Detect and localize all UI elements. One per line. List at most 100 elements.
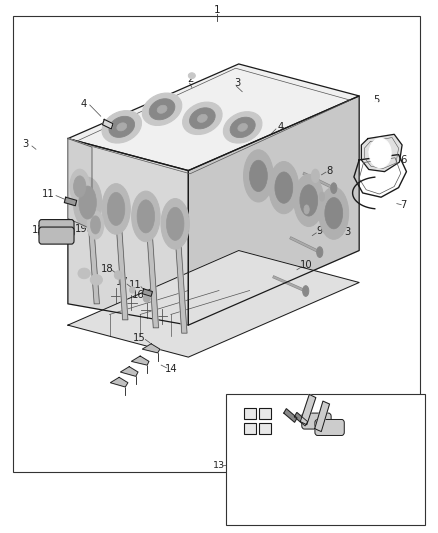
Text: 11: 11 xyxy=(276,398,288,407)
Text: 2: 2 xyxy=(187,75,194,84)
Bar xyxy=(244,408,256,419)
Ellipse shape xyxy=(102,111,141,143)
Ellipse shape xyxy=(325,198,343,229)
Polygon shape xyxy=(145,196,159,328)
Ellipse shape xyxy=(190,108,215,129)
Bar xyxy=(259,408,271,419)
Ellipse shape xyxy=(303,286,309,296)
Text: 4: 4 xyxy=(232,423,238,432)
Ellipse shape xyxy=(365,102,387,128)
Polygon shape xyxy=(120,367,138,376)
Text: 4: 4 xyxy=(80,99,86,109)
Bar xyxy=(13,16,420,472)
Text: 12: 12 xyxy=(328,409,340,417)
Polygon shape xyxy=(68,139,188,325)
Text: 3: 3 xyxy=(344,228,350,237)
Ellipse shape xyxy=(319,187,349,239)
Ellipse shape xyxy=(319,192,325,201)
Ellipse shape xyxy=(317,247,323,257)
Polygon shape xyxy=(173,204,187,333)
Text: 11: 11 xyxy=(42,189,55,199)
Ellipse shape xyxy=(74,176,86,197)
Ellipse shape xyxy=(90,216,101,234)
FancyBboxPatch shape xyxy=(39,220,74,237)
Polygon shape xyxy=(114,189,128,320)
Ellipse shape xyxy=(223,112,262,143)
Ellipse shape xyxy=(188,73,195,79)
Text: 4: 4 xyxy=(277,122,283,132)
Ellipse shape xyxy=(143,295,150,302)
FancyBboxPatch shape xyxy=(302,413,331,429)
Text: 14: 14 xyxy=(165,364,177,374)
Ellipse shape xyxy=(380,150,389,159)
Ellipse shape xyxy=(183,102,222,134)
Ellipse shape xyxy=(70,169,89,204)
Polygon shape xyxy=(361,134,402,172)
Ellipse shape xyxy=(269,161,299,214)
FancyBboxPatch shape xyxy=(39,227,74,244)
Polygon shape xyxy=(142,344,160,353)
Polygon shape xyxy=(188,96,359,325)
Ellipse shape xyxy=(137,200,155,233)
Ellipse shape xyxy=(198,114,207,123)
Ellipse shape xyxy=(230,117,255,138)
Ellipse shape xyxy=(102,183,131,235)
Text: 3: 3 xyxy=(22,139,28,149)
Text: 6: 6 xyxy=(401,155,407,165)
Ellipse shape xyxy=(129,287,135,293)
Polygon shape xyxy=(110,377,128,387)
Ellipse shape xyxy=(250,160,267,191)
Text: 16: 16 xyxy=(131,290,145,300)
Ellipse shape xyxy=(157,105,167,114)
Ellipse shape xyxy=(74,177,102,228)
Ellipse shape xyxy=(142,93,182,125)
Polygon shape xyxy=(85,184,99,304)
Text: 18: 18 xyxy=(101,264,113,273)
Ellipse shape xyxy=(131,191,160,242)
Text: 9: 9 xyxy=(317,227,323,236)
Polygon shape xyxy=(284,409,297,422)
Ellipse shape xyxy=(149,99,175,120)
Ellipse shape xyxy=(87,211,104,239)
Ellipse shape xyxy=(238,124,247,131)
Ellipse shape xyxy=(275,172,293,203)
Text: 3: 3 xyxy=(235,78,241,88)
Text: 15: 15 xyxy=(133,333,146,343)
Ellipse shape xyxy=(109,116,134,138)
Ellipse shape xyxy=(331,183,337,193)
Polygon shape xyxy=(314,401,329,432)
Ellipse shape xyxy=(244,150,273,202)
Polygon shape xyxy=(68,64,359,171)
Ellipse shape xyxy=(78,268,90,279)
Text: 13: 13 xyxy=(213,461,225,470)
Polygon shape xyxy=(131,356,149,365)
Ellipse shape xyxy=(166,207,184,240)
Ellipse shape xyxy=(369,147,380,157)
Text: 10: 10 xyxy=(300,261,312,270)
Ellipse shape xyxy=(161,199,190,249)
Bar xyxy=(244,423,256,434)
Ellipse shape xyxy=(90,274,102,285)
Ellipse shape xyxy=(300,185,318,216)
Polygon shape xyxy=(68,251,359,357)
Ellipse shape xyxy=(304,205,309,214)
Text: 5: 5 xyxy=(374,95,380,105)
Ellipse shape xyxy=(79,186,96,219)
Polygon shape xyxy=(68,139,92,229)
Polygon shape xyxy=(294,413,307,426)
Polygon shape xyxy=(142,289,152,296)
Ellipse shape xyxy=(311,169,319,182)
Text: 7: 7 xyxy=(401,200,407,209)
Text: 19: 19 xyxy=(74,224,88,233)
Polygon shape xyxy=(64,197,77,206)
Polygon shape xyxy=(102,119,113,129)
Bar xyxy=(259,423,271,434)
Text: 11: 11 xyxy=(129,280,142,289)
Text: 1: 1 xyxy=(213,5,220,14)
Ellipse shape xyxy=(369,138,391,168)
Polygon shape xyxy=(300,394,316,425)
FancyBboxPatch shape xyxy=(315,419,344,435)
Text: 3: 3 xyxy=(276,508,282,517)
Text: 8: 8 xyxy=(326,166,332,175)
Text: 17: 17 xyxy=(115,278,128,287)
